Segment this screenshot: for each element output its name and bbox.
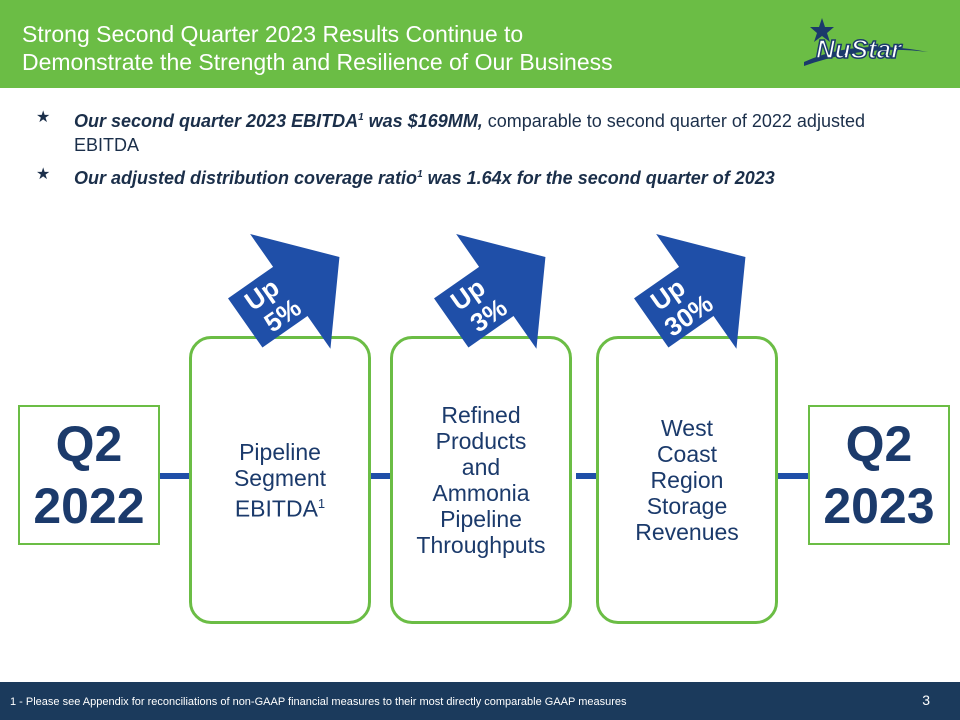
footnote-marker: 1 bbox=[417, 169, 423, 180]
q2-2022-box: Q2 2022 bbox=[18, 405, 160, 545]
year-label: 2023 bbox=[823, 478, 935, 534]
footer-bar: 1 - Please see Appendix for reconciliati… bbox=[0, 682, 960, 720]
year-label: 2022 bbox=[33, 478, 145, 534]
connector-line bbox=[370, 473, 392, 479]
bullet-list: ★ Our second quarter 2023 EBITDA1 was $1… bbox=[36, 106, 926, 196]
bullet-rest: comparable to second quarter of 2022 adj… bbox=[74, 111, 865, 155]
quarter-label: Q2 bbox=[845, 416, 913, 472]
card-label: Refined Products and Ammonia Pipeline Th… bbox=[416, 402, 546, 558]
title-line-2: Demonstrate the Strength and Resilience … bbox=[22, 49, 613, 75]
bullet-star-icon: ★ bbox=[36, 166, 51, 183]
bullet-emphasis: Our adjusted distribution coverage ratio bbox=[74, 168, 418, 188]
bullet-item: ★ Our second quarter 2023 EBITDA1 was $1… bbox=[36, 106, 926, 157]
logo-swoosh bbox=[804, 46, 928, 66]
q2-2023-box: Q2 2023 bbox=[808, 405, 950, 545]
footnote-text: 1 - Please see Appendix for reconciliati… bbox=[10, 696, 627, 708]
bullet-emphasis: Our second quarter 2023 EBITDA bbox=[74, 111, 359, 131]
up-arrow-icon: Up 5% bbox=[228, 234, 340, 349]
header-bar: Strong Second Quarter 2023 Results Conti… bbox=[0, 0, 960, 88]
bullet-emphasis-tail: was $169MM, bbox=[363, 111, 483, 131]
up-arrow-icon: Up 3% bbox=[434, 234, 546, 349]
footnote-marker: 1 bbox=[317, 495, 326, 511]
slide-title: Strong Second Quarter 2023 Results Conti… bbox=[22, 20, 782, 76]
bullet-emphasis-tail: was 1.64x for the second quarter of 2023 bbox=[422, 168, 775, 188]
footnote-marker: 1 bbox=[358, 112, 364, 123]
throughputs-card: Refined Products and Ammonia Pipeline Th… bbox=[390, 336, 572, 624]
logo-wordmark: NuStar bbox=[816, 34, 903, 64]
up-arrow-icon: Up 30% bbox=[634, 234, 746, 349]
pipeline-ebitda-card: Pipeline Segment EBITDA1 bbox=[189, 336, 371, 624]
connector-line bbox=[160, 473, 192, 479]
card-label: Pipeline Segment EBITDA bbox=[233, 438, 327, 522]
page-number: 3 bbox=[922, 692, 930, 708]
title-line-1: Strong Second Quarter 2023 Results Conti… bbox=[22, 21, 524, 47]
quarter-label: Q2 bbox=[55, 416, 123, 472]
logo-star-icon bbox=[810, 18, 834, 42]
bullet-item: ★ Our adjusted distribution coverage rat… bbox=[36, 163, 926, 190]
nustar-logo: NuStar bbox=[804, 18, 928, 66]
bullet-star-icon: ★ bbox=[36, 109, 51, 126]
connector-line bbox=[576, 473, 598, 479]
card-label: West Coast Region Storage Revenues bbox=[635, 415, 739, 545]
storage-revenues-card: West Coast Region Storage Revenues bbox=[596, 336, 778, 624]
connector-line bbox=[777, 473, 810, 479]
